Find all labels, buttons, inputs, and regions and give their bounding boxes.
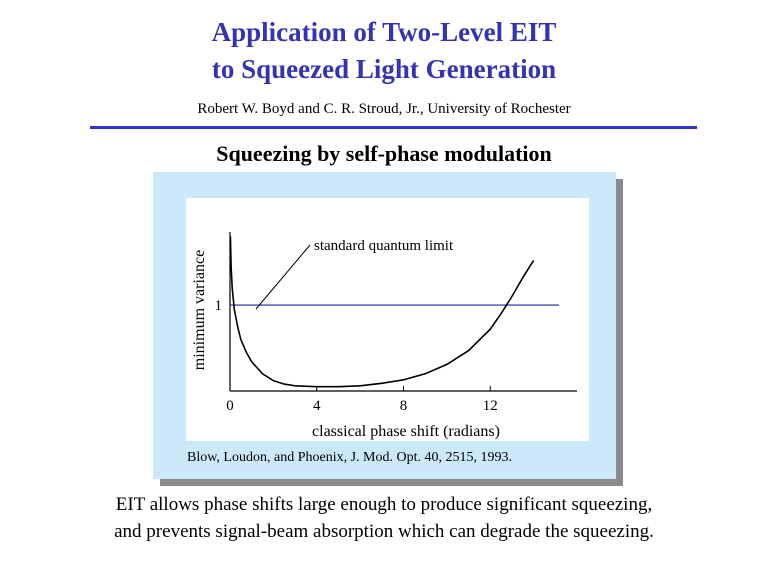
body-text: EIT allows phase shifts large enough to … (0, 491, 768, 545)
body-line-2: and prevents signal-beam absorption whic… (114, 521, 654, 542)
series-curve (229, 236, 535, 388)
title-divider (90, 126, 697, 129)
x-tick-label: 12 (483, 398, 498, 414)
y-axis-label: minimum variance (191, 250, 208, 370)
x-tick-label: 0 (226, 398, 234, 414)
title-line-1: Application of Two-Level EIT (211, 17, 557, 47)
x-axis-label: classical phase shift (radians) (312, 423, 500, 440)
x-tick-label: 8 (400, 398, 408, 414)
chart-axes (229, 232, 577, 392)
variance-chart: 0 4 8 12 1 standard quantum limit classical … (191, 232, 577, 440)
annotation-pointer (255, 244, 311, 310)
citation: Blow, Loudon, and Phoenix, J. Mod. Opt. … (187, 450, 512, 465)
plot-area: 0 4 8 12 1 standard quantum limit classical … (186, 198, 589, 441)
chart-ticks: 0 4 8 12 1 (215, 298, 498, 414)
section-subtitle: Squeezing by self-phase modulation (216, 141, 552, 166)
y-tick-label: 1 (215, 298, 223, 314)
body-line-1: EIT allows phase shifts large enough to … (115, 494, 653, 515)
x-tick-label: 4 (313, 398, 321, 414)
slide-title: Application of Two-Level EIT to Squeezed… (0, 14, 768, 88)
title-line-2: to Squeezed Light Generation (211, 54, 557, 84)
authors-line: Robert W. Boyd and C. R. Stroud, Jr., Un… (197, 101, 571, 117)
annotation-label: standard quantum limit (314, 238, 454, 254)
